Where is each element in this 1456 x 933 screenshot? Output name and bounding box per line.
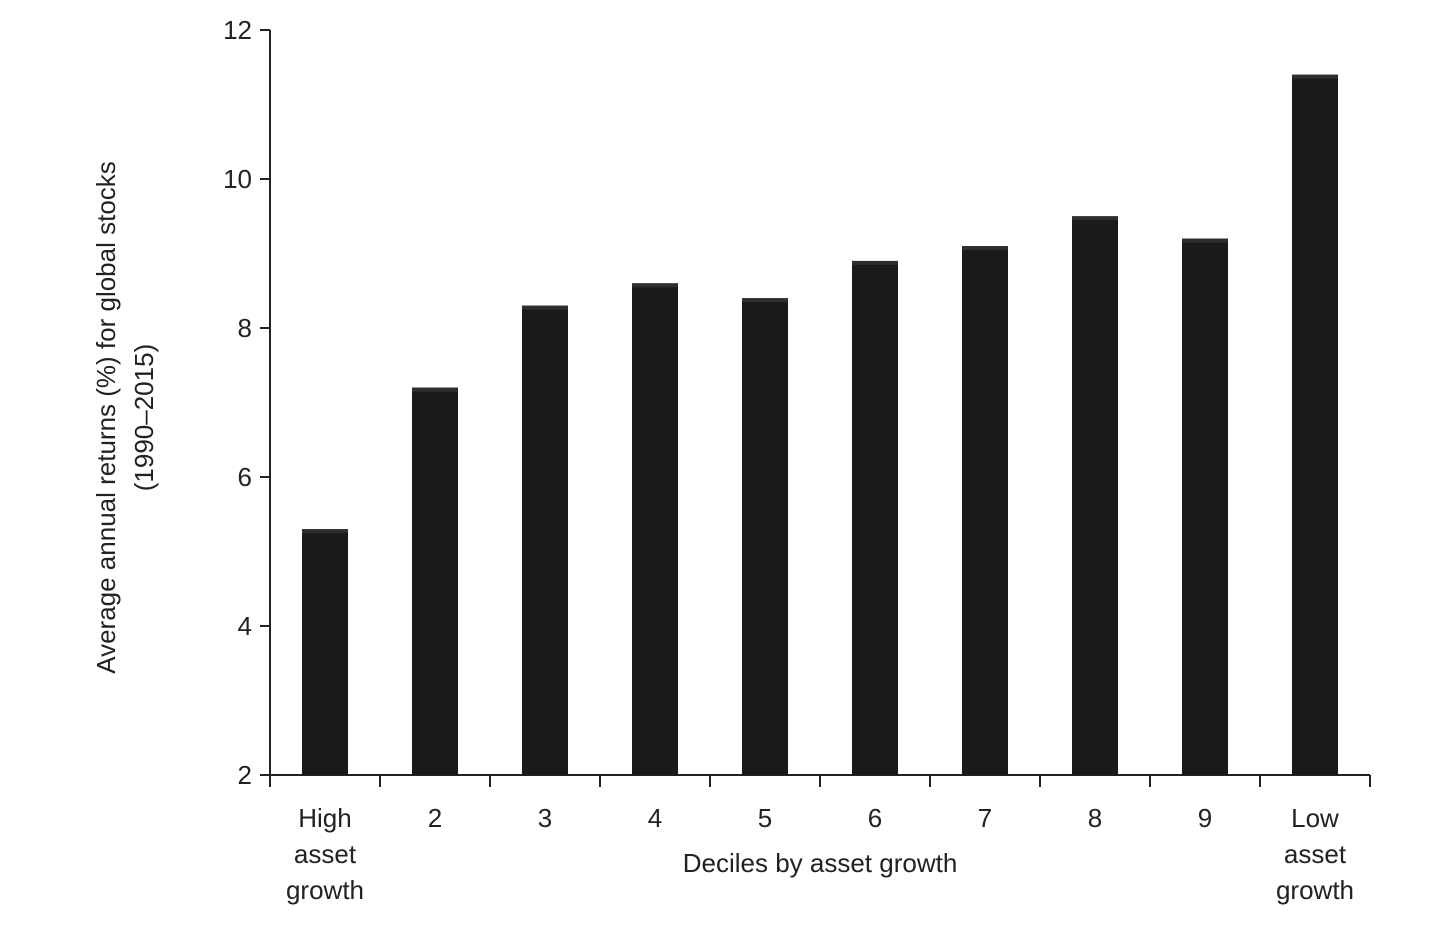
bar-top-edge (962, 246, 1008, 251)
y-axis-title: Average annual returns (%) for global st… (91, 161, 159, 674)
y-tick-label: 12 (223, 15, 252, 45)
x-category-label: 2 (428, 803, 442, 833)
bar (1072, 216, 1118, 775)
bar (1292, 74, 1338, 775)
x-category-labels: High asset growth 2 3 4 5 6 7 8 9 Low asset growth (286, 803, 1354, 905)
x-category-label: 9 (1198, 803, 1212, 833)
bar-top-edge (742, 298, 788, 303)
x-category-label: 4 (648, 803, 662, 833)
bar (1182, 238, 1228, 776)
x-category-label: asset (1284, 839, 1347, 869)
bar-top-edge (1072, 216, 1118, 221)
x-category-label: 5 (758, 803, 772, 833)
x-category-label: 3 (538, 803, 552, 833)
bar-top-edge (302, 529, 348, 534)
y-axis-title-line: (1990–2015) (129, 344, 159, 491)
bar-top-edge (1292, 74, 1338, 79)
y-tick-label: 8 (238, 313, 252, 343)
x-category-label: High (298, 803, 351, 833)
bars (302, 74, 1338, 776)
x-category-label: 6 (868, 803, 882, 833)
x-category-label: growth (286, 875, 364, 905)
x-category-label: Low (1291, 803, 1339, 833)
x-axis (269, 774, 1371, 787)
bar (412, 387, 458, 775)
x-category-label: 7 (978, 803, 992, 833)
bar (632, 283, 678, 775)
x-category-label: growth (1276, 875, 1354, 905)
bar (742, 298, 788, 775)
bar-top-edge (632, 283, 678, 288)
bar-top-edge (412, 387, 458, 392)
bar (522, 305, 568, 775)
y-tick-label: 4 (238, 611, 252, 641)
y-tick-label: 6 (238, 462, 252, 492)
bar (852, 260, 898, 775)
bar (302, 529, 348, 775)
x-category-label: asset (294, 839, 357, 869)
x-axis-title: Deciles by asset growth (683, 848, 958, 878)
bar-top-edge (852, 260, 898, 265)
y-tick-label: 2 (238, 760, 252, 790)
y-axis: 2 4 6 8 10 12 (223, 15, 271, 790)
bar-top-edge (1182, 238, 1228, 243)
bar-top-edge (522, 305, 568, 310)
x-category-label: 8 (1088, 803, 1102, 833)
y-tick-label: 10 (223, 164, 252, 194)
y-axis-title-line: Average annual returns (%) for global st… (91, 161, 121, 674)
bar (962, 246, 1008, 776)
